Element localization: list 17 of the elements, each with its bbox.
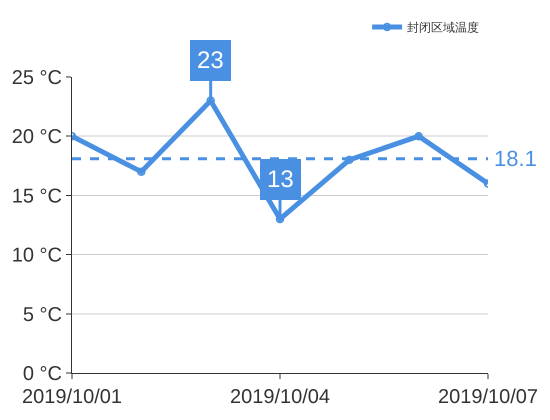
y-tick-label: 0 °C <box>22 363 62 385</box>
legend-label: 封闭区域温度 <box>407 20 480 35</box>
annotation: 23 <box>197 47 224 74</box>
y-tick-label: 25 °C <box>12 67 62 89</box>
point <box>414 132 423 140</box>
ref-line-label: 18.1 <box>494 146 537 171</box>
y-tick-label: 20 °C <box>12 126 62 148</box>
y-tick-label: 15 °C <box>12 185 62 208</box>
y-tick-label: 10 °C <box>12 244 62 267</box>
point <box>137 167 146 176</box>
x-tick-label: 2019/10/01 <box>22 386 122 408</box>
y-tick-label: 5 °C <box>22 304 62 326</box>
annotation: 13 <box>267 166 294 193</box>
x-tick-label: 2019/10/04 <box>230 386 330 408</box>
x-tick-label: 2019/10/07 <box>438 386 538 408</box>
point <box>206 96 215 105</box>
point <box>345 156 354 164</box>
